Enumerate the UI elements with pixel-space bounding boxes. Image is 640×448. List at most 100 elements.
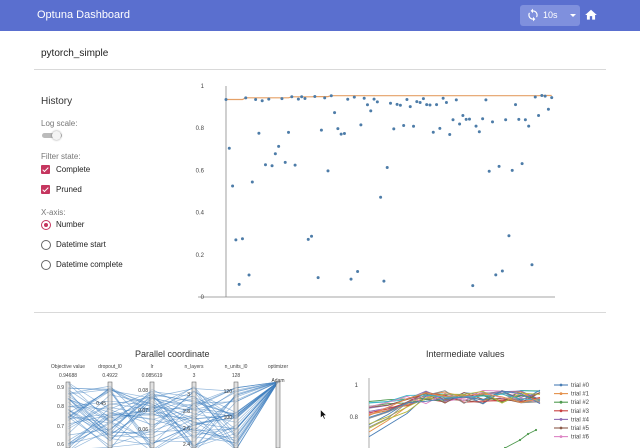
trial-point[interactable] [362,96,366,100]
trial-point[interactable] [481,117,485,121]
trial-point[interactable] [428,103,432,107]
reload-interval-select[interactable]: 10s [520,5,580,26]
trial-point[interactable] [405,98,409,102]
trial-point[interactable] [458,122,462,126]
trial-point[interactable] [395,102,399,106]
trial-point[interactable] [257,131,261,135]
trial-point[interactable] [326,169,330,173]
trial-point[interactable] [421,97,425,101]
trial-point[interactable] [398,103,402,107]
trial-point[interactable] [431,130,435,134]
trial-point[interactable] [487,169,491,173]
legend-item[interactable]: trial #3 [554,409,590,415]
trial-point[interactable] [402,123,406,127]
trial-point[interactable] [490,120,494,124]
trial-point[interactable] [263,163,267,167]
trial-point[interactable] [441,96,445,100]
trial-point[interactable] [520,162,524,166]
trial-point[interactable] [474,124,478,128]
trial-point[interactable] [306,237,310,241]
trial-point[interactable] [546,107,550,111]
trial-point[interactable] [227,146,231,150]
trial-point[interactable] [451,118,455,122]
legend-item[interactable]: trial #1 [554,392,590,398]
parallel-coordinate-chart[interactable]: Objective value 0.94688 0.9 0.8 0.7 0.6 dropou… [40,360,300,448]
trial-point[interactable] [389,101,392,105]
legend-item[interactable]: trial #6 [554,435,590,441]
trial-point[interactable] [415,100,419,104]
trial-point[interactable] [359,123,363,127]
trial-point[interactable] [510,168,514,172]
trial-point[interactable] [313,95,317,99]
trial-point[interactable] [319,128,323,132]
trial-point[interactable] [352,95,356,99]
trial-point[interactable] [333,111,337,115]
trial-point[interactable] [392,127,396,131]
trial-point[interactable] [375,100,379,104]
trial-point[interactable] [300,95,304,99]
axis-bar[interactable] [107,381,113,448]
trial-point[interactable] [244,96,248,100]
trial-point[interactable] [365,103,369,107]
trial-point[interactable] [369,109,373,113]
trial-point[interactable] [237,282,241,286]
trial-point[interactable] [467,117,471,121]
trial-point[interactable] [412,124,416,128]
trial-point[interactable] [471,284,475,288]
trial-point[interactable] [310,234,314,238]
trial-point[interactable] [329,94,333,98]
trial-point[interactable] [537,114,541,118]
trial-point[interactable] [435,103,439,107]
trial-point[interactable] [382,279,386,283]
trial-point[interactable] [267,97,271,101]
axis-bar[interactable] [191,381,197,448]
trial-point[interactable] [454,98,458,102]
trial-point[interactable] [283,160,287,164]
log-scale-switch[interactable] [42,131,64,140]
trial-point[interactable] [448,133,452,137]
trial-point[interactable] [336,127,340,131]
trial-point[interactable] [296,97,300,101]
history-chart[interactable]: 0 0.2 0.4 0.6 0.8 1 [190,80,590,305]
axis-bar[interactable] [65,381,71,448]
trial-point[interactable] [234,238,238,242]
trial-point[interactable] [379,195,383,199]
trial-point[interactable] [500,269,504,273]
trial-point[interactable] [523,118,527,122]
legend-item[interactable]: trial #5 [554,426,590,432]
trial-point[interactable] [231,184,235,188]
trial-point[interactable] [504,118,508,122]
trial-point[interactable] [418,100,422,104]
trial-point[interactable] [247,273,251,277]
trial-point[interactable] [484,98,488,102]
trial-point[interactable] [425,103,429,107]
trial-point[interactable] [540,93,544,97]
trial-point[interactable] [507,234,511,238]
trial-point[interactable] [250,180,254,184]
legend-item[interactable]: trial #2 [554,400,590,406]
trial-point[interactable] [273,152,277,156]
trial-point[interactable] [497,164,501,168]
trial-point[interactable] [349,277,353,281]
home-icon[interactable] [584,8,598,22]
trial-point[interactable] [342,131,346,135]
trial-point[interactable] [316,276,320,280]
axis-bar[interactable] [233,381,239,448]
trial-point[interactable] [287,130,291,134]
trial-point[interactable] [444,100,448,104]
trial-point[interactable] [530,263,534,267]
trial-point[interactable] [517,117,521,121]
trial-point[interactable] [477,130,481,134]
trial-point[interactable] [290,95,294,99]
trial-point[interactable] [514,103,518,107]
trial-point[interactable] [464,117,468,121]
trial-point[interactable] [543,94,547,98]
trial-point[interactable] [260,99,264,103]
trial-point[interactable] [356,269,360,273]
trial-point[interactable] [438,126,442,130]
trial-point[interactable] [339,132,343,136]
trial-point[interactable] [303,96,307,100]
legend-item[interactable]: trial #4 [554,417,590,423]
legend-item[interactable]: trial #0 [554,383,590,389]
